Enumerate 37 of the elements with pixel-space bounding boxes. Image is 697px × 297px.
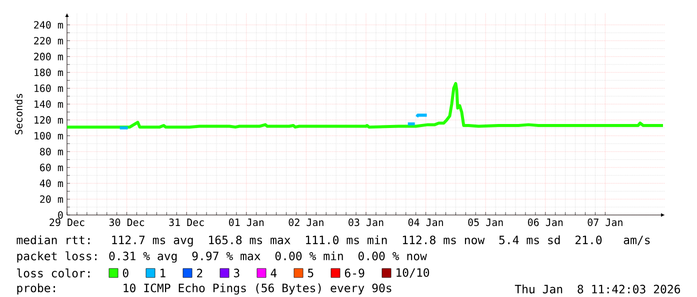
x-tick-label: 07 Jan <box>588 218 622 226</box>
y-tick-label: 140 m <box>34 100 63 108</box>
text: packet loss: 0.31 % avg 9.97 % max 0.00 % min 0.00 % now <box>17 251 427 263</box>
x-tick-label: 06 Jan <box>528 218 563 226</box>
y-tick-label: 200 m <box>34 52 63 60</box>
legend-title: loss color: <box>17 268 90 278</box>
y-tick-label: 60 m <box>40 164 63 172</box>
y-tick-label: 120 m <box>34 116 63 124</box>
text: probe: 10 ICMP Echo Pings (56 Bytes) every 90s <box>17 283 392 295</box>
y-axis-title: Seconds <box>14 94 22 134</box>
legend-label: 4 <box>270 268 277 278</box>
legend-label: 0 <box>122 268 128 278</box>
text: Thu Jan 8 11:42:03 2026 <box>514 284 680 294</box>
y-tick-label: 40 m <box>40 180 63 188</box>
legend-label: 6-9 <box>344 268 364 278</box>
y-tick-label: 80 m <box>40 148 63 156</box>
y-tick-label: 240 m <box>34 21 63 29</box>
legend-label: 10/10 <box>396 268 430 278</box>
x-tick-label: 01 Jan <box>228 218 264 226</box>
x-tick-label: 05 Jan <box>468 218 503 226</box>
y-tick-label: 20 m <box>40 195 63 203</box>
y-tick-label: 160 m <box>34 84 63 92</box>
x-tick-label: 29 Dec <box>50 218 84 226</box>
x-tick-label: 02 Jan <box>288 218 324 226</box>
y-tick-label: 100 m <box>34 132 63 140</box>
text: median rtt: 112.7 ms avg 165.8 ms max 111.0 ms min 112.8 ms now 5.4 ms sd 21.0 am/s <box>16 235 650 247</box>
legend-label: 3 <box>234 268 240 278</box>
x-tick-label: 04 Jan <box>408 218 443 226</box>
y-tick-label: 180 m <box>34 68 63 76</box>
legend-label: 2 <box>197 268 202 278</box>
y-tick-label: 0 <box>58 211 63 219</box>
legend-label: 5 <box>308 268 314 278</box>
legend-label: 1 <box>160 268 166 278</box>
x-tick-label: 30 Dec <box>109 218 144 226</box>
x-tick-label: 31 Dec <box>169 218 204 226</box>
x-tick-label: 03 Jan <box>348 218 384 226</box>
y-tick-label: 220 m <box>34 36 63 45</box>
